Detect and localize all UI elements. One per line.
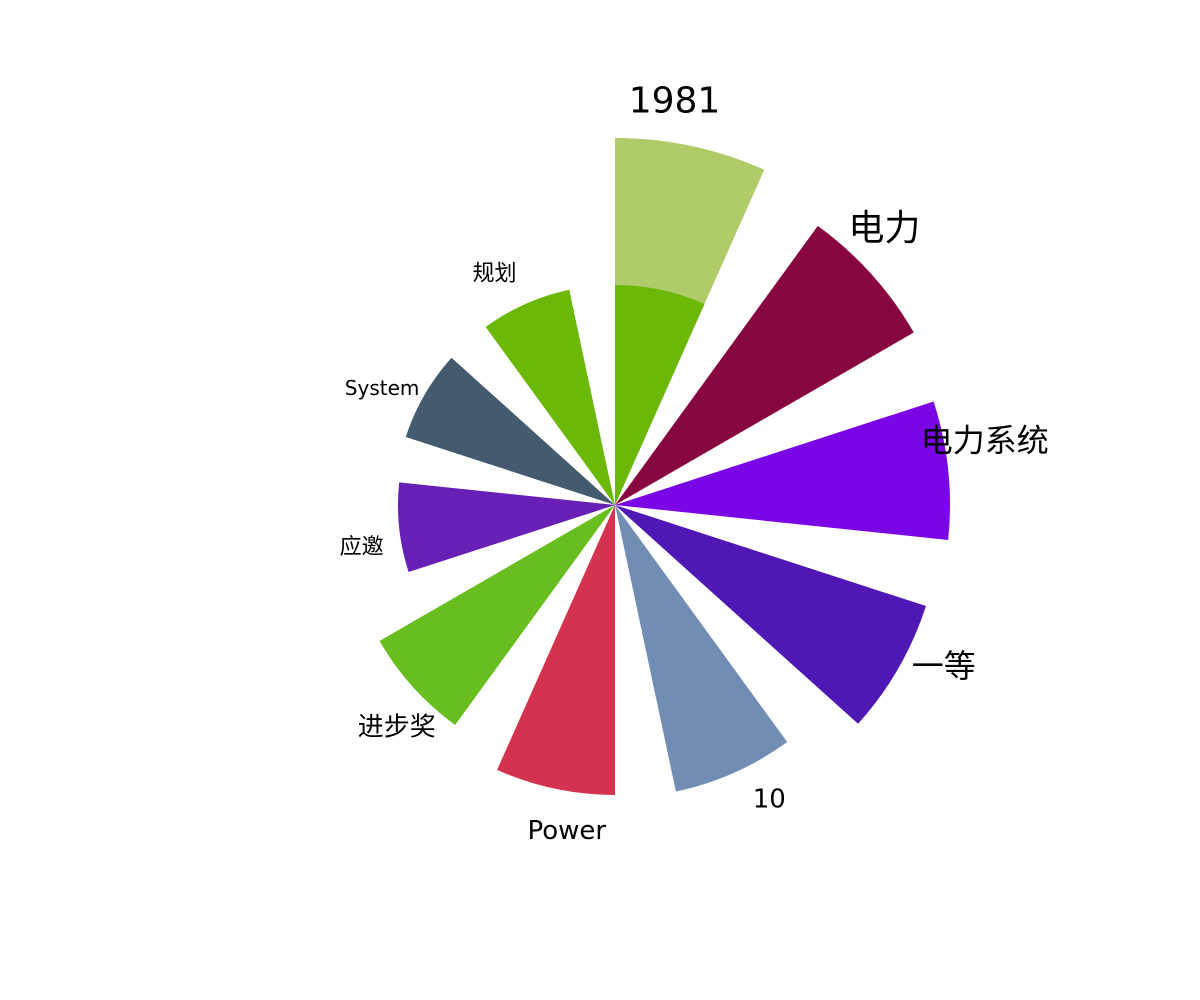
rose-slice[interactable]	[615, 505, 788, 792]
slice-label: 进步奖	[358, 712, 436, 742]
slice-label: 电力系统	[921, 422, 1049, 460]
rose-slice[interactable]	[379, 505, 615, 726]
rose-slice-inner[interactable]	[615, 285, 705, 505]
rose-slice[interactable]	[615, 401, 950, 541]
rose-slice[interactable]	[405, 357, 615, 505]
rose-slice[interactable]	[615, 225, 914, 505]
rose-slice[interactable]	[398, 482, 615, 573]
rose-slice[interactable]	[485, 289, 615, 505]
slice-label: 应邀	[340, 535, 384, 560]
slice-label: 10	[753, 785, 786, 815]
slice-label: 规划	[472, 262, 516, 287]
slice-label: Power	[527, 816, 606, 846]
slices-layer	[379, 138, 950, 795]
slice-label: 1981	[629, 80, 721, 121]
rose-slice[interactable]	[615, 505, 926, 724]
slice-label: 电力	[848, 208, 920, 249]
rose-slice[interactable]	[497, 505, 615, 795]
slice-label: 一等	[912, 647, 976, 685]
slice-label: System	[345, 376, 420, 400]
